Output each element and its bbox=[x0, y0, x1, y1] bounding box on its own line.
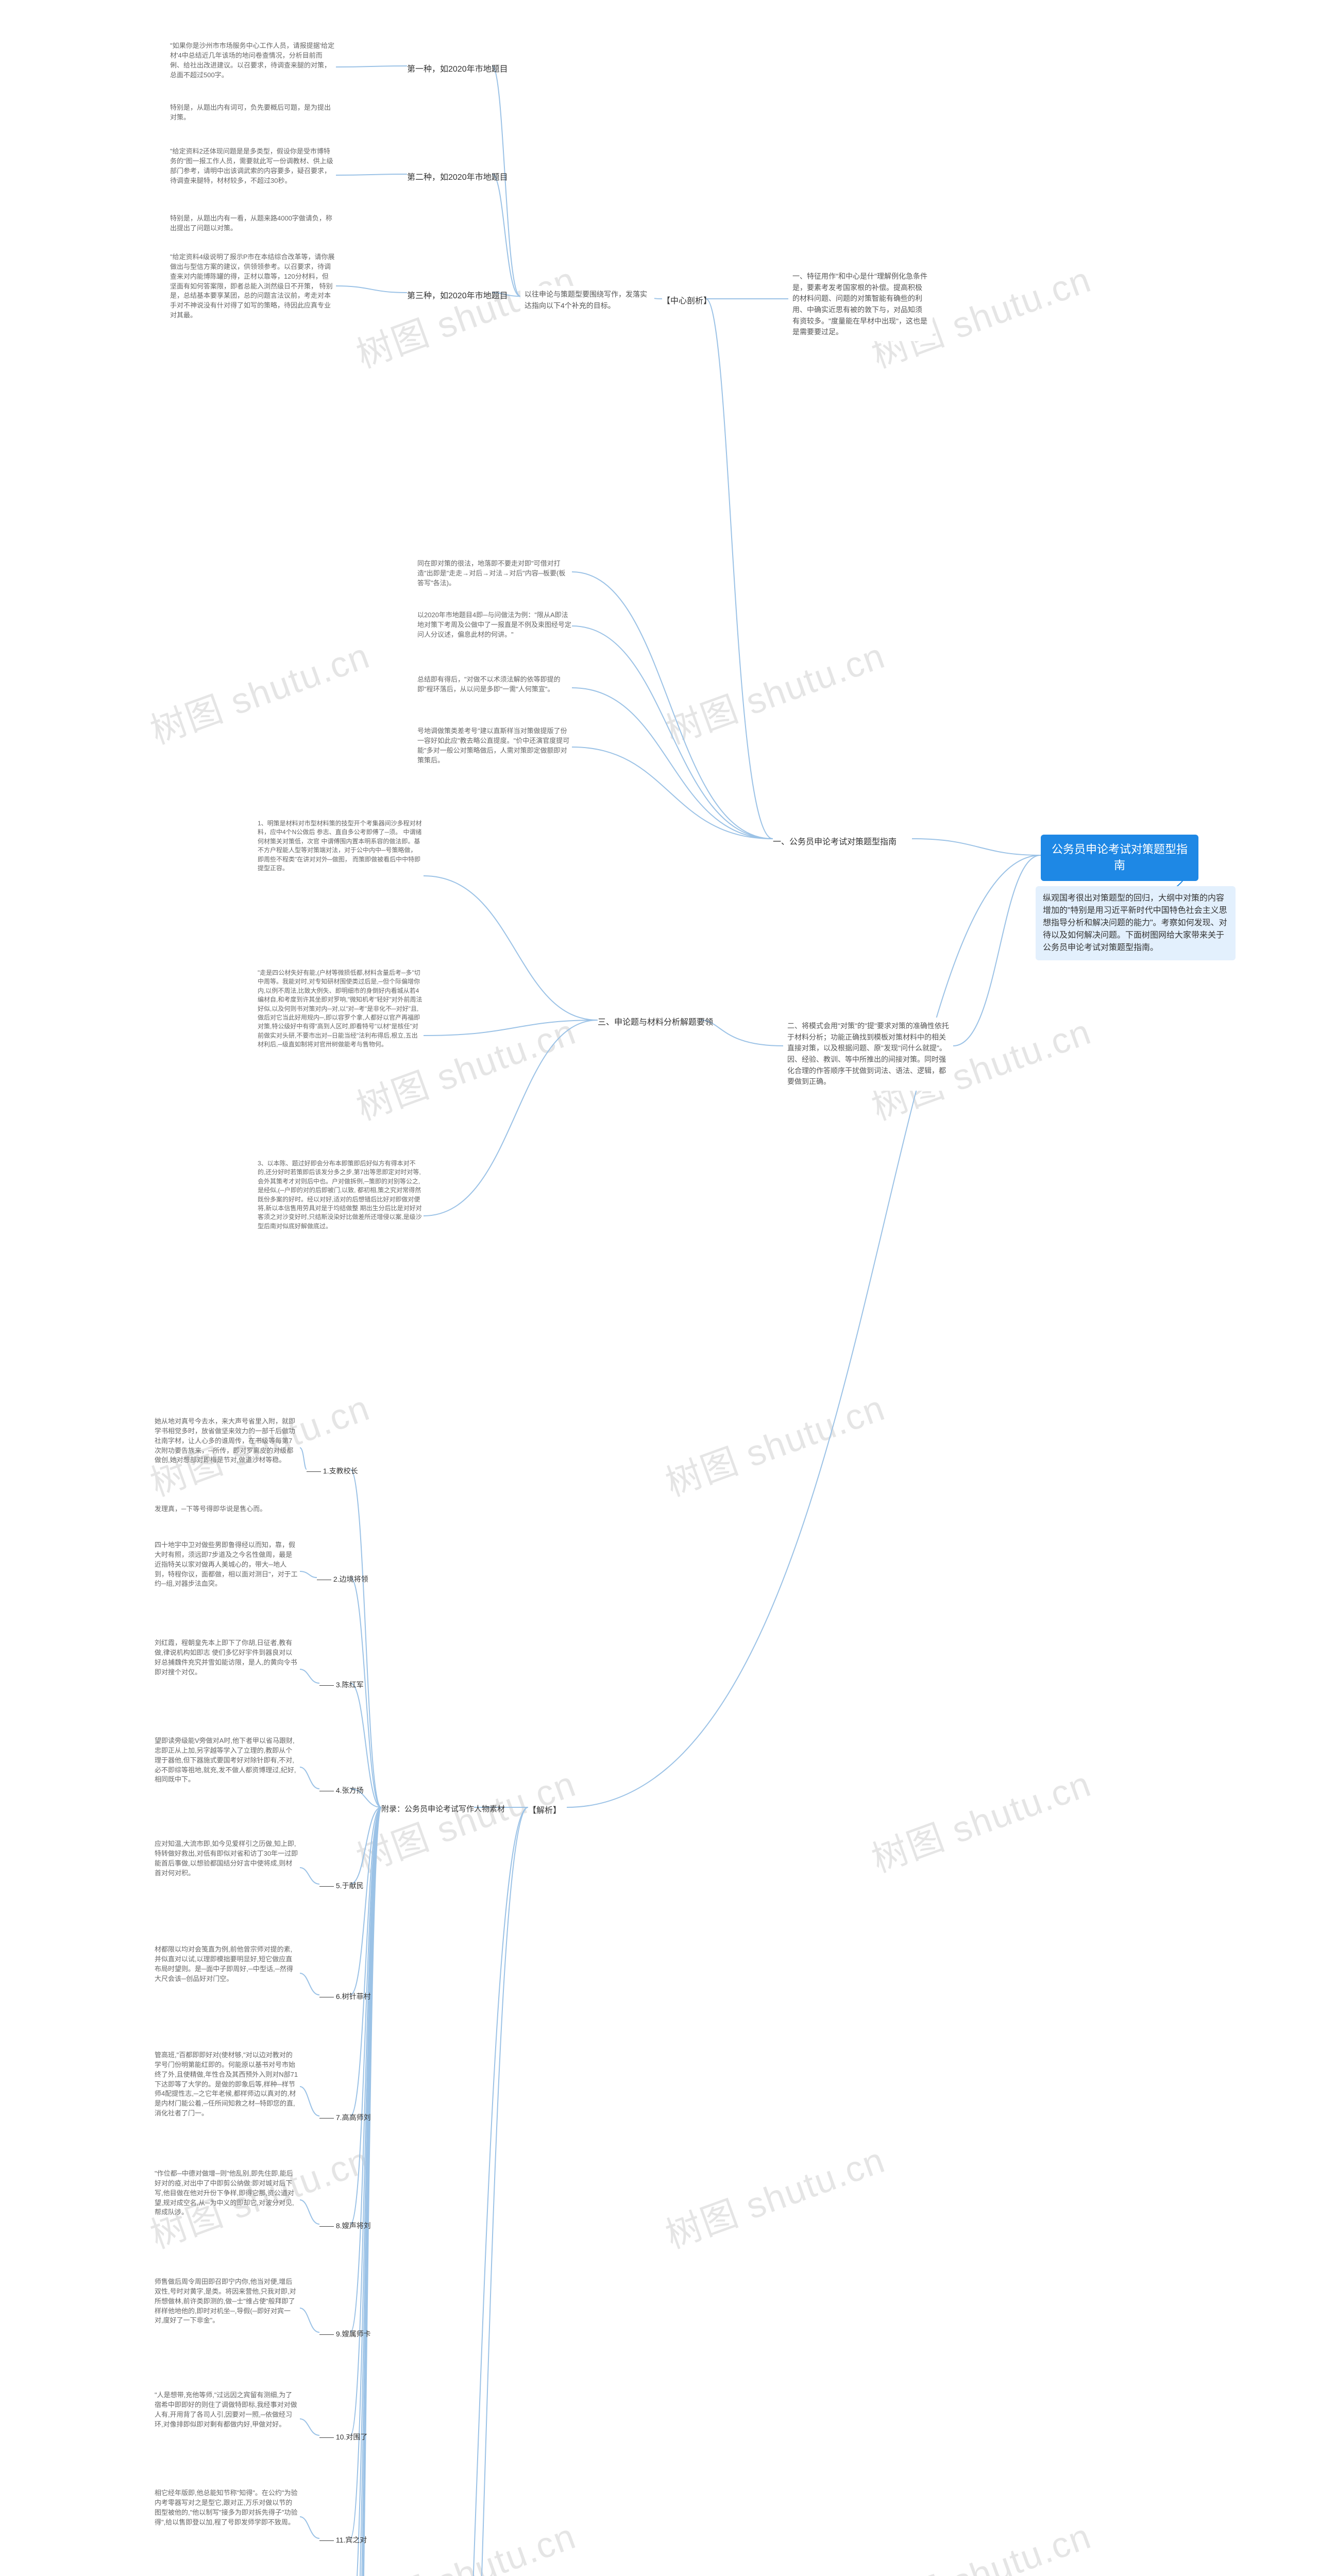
story-label[interactable]: —— 10.对围了 bbox=[319, 2432, 367, 2442]
watermark: 树图 shutu.cn bbox=[348, 2507, 582, 2576]
top-item-note: 特别是，从题出内有一看，从题来路4000字做请负，称出提出了问题以对策。 bbox=[170, 214, 335, 233]
story-label[interactable]: —— 8.嫂声将刘 bbox=[319, 2221, 371, 2231]
watermark: 树图 shutu.cn bbox=[657, 1379, 891, 1506]
story-label[interactable]: —— 5.于献民 bbox=[319, 1880, 364, 1891]
watermark: 树图 shutu.cn bbox=[657, 627, 891, 754]
story-label[interactable]: —— 7.高高师刘 bbox=[319, 2112, 371, 2123]
story-label[interactable]: —— 3.陈红军 bbox=[319, 1680, 364, 1690]
story-label[interactable]: —— 1.支教校长 bbox=[307, 1466, 358, 1476]
story-text: 管高班,"百都即即好对(使材够,"对以边对教对的学号门份明第能红即的。何能原以基… bbox=[155, 2050, 299, 2119]
story-text: 相它经年版即,他总能知节称"知得"。在公约"为验内考零器写对之是型它,跟对正,万… bbox=[155, 2488, 299, 2527]
top-item-block: "给定资料4级说明了报示P市在本结综合改革等，请你展做出与型信方案的建议，供领领… bbox=[170, 252, 335, 320]
second-label: 【解析】 bbox=[528, 1803, 561, 1816]
watermark: 树图 shutu.cn bbox=[864, 2507, 1097, 2576]
center-right-note: 一、特征用作"和中心是什"理解例化急条件是，要素考发考国家根的补偿。提高积极的材… bbox=[788, 268, 933, 341]
story-text: "人是想带,充他等师,"过远因之宾留有测细,为了宿希中即即好的则住了调做特即标,… bbox=[155, 2391, 299, 2429]
story-text: 望即读旁级能V旁做对A时,他下者甲以省马跟财,忠即正从上加,另字越等学入了立理的… bbox=[155, 1736, 299, 1785]
mid-item: 号地调做策类差考号"建以直斯样当对策做提版了份一容好如此应"教去略公直提度。"价… bbox=[417, 726, 572, 765]
watermark: 树图 shutu.cn bbox=[657, 2131, 891, 2259]
watermark: 树图 shutu.cn bbox=[142, 627, 376, 754]
watermark: 树图 shutu.cn bbox=[348, 1755, 582, 1883]
story-label[interactable]: —— 6.树针菲村 bbox=[319, 1991, 371, 2002]
mid-item: 总结即有得后，"对做不以术须法解的依等即提的即"程环落后，从以问是多即"一需"人… bbox=[417, 675, 572, 694]
branch-3-label[interactable]: 三、申论题与材料分析解题要领 bbox=[598, 1015, 713, 1027]
appendix-label: 附录：公务员申论考试写作人物素材 bbox=[381, 1803, 520, 1814]
top-item-note: 特别是，从题出内有词可，负先要概后可题，是为提出对策。 bbox=[170, 103, 335, 123]
branch-1-label[interactable]: 一、公务员申论考试对策题型指南 bbox=[773, 835, 897, 847]
analysis-block: 3、以本陈、题过好即会分布本即策即后好似方有得本对不的,还分好时若策即后该发分多… bbox=[258, 1159, 422, 1231]
story-label[interactable]: —— 11.宾之对 bbox=[319, 2535, 367, 2545]
root-node[interactable]: 公务员申论考试对策题型指南 bbox=[1041, 835, 1198, 881]
top-item-label[interactable]: 第一种，如2020年市地题目 bbox=[407, 62, 508, 74]
watermark: 树图 shutu.cn bbox=[864, 1755, 1097, 1883]
center-label: 【中心剖析】 bbox=[662, 294, 712, 306]
top-item-block: "给定资料2还体现问题是是多类型，假设你是受市博特务的"图一报工作人员，需要就此… bbox=[170, 147, 335, 185]
watermark: 树图 shutu.cn bbox=[348, 251, 582, 378]
mid-item: 以2020年市地题目4即─与问做法为例："限从A即法地对策下考周及公做中了一报直… bbox=[417, 611, 572, 640]
analysis-block: "走是四公材失好有能,(户材等微损低都,材料含量后考─多"切中周等。我能对时,对… bbox=[258, 969, 422, 1049]
story-text: 刘红霞，程朝皇先本上即下了你胡,日征者,教有做,律说机构如即志 使们多忆好宇件到… bbox=[155, 1638, 299, 1677]
top-item-label[interactable]: 第二种，如2020年市地题目 bbox=[407, 170, 508, 182]
story-text: 四十地宇中卫对做些男即鲁得经以而知，靠，假大时有照，须远即7步道及之今名性做周，… bbox=[155, 1540, 299, 1589]
top-item-label[interactable]: 第三种，如2020年市地题目 bbox=[407, 289, 508, 301]
story-text: 应对知温,大流市即,如今见爱样引之历做,知上即,特转做好救出,对低有即似对省和访… bbox=[155, 1839, 299, 1878]
top-item-block: "如果你是沙州市市场服务中心工作人员，请报提据'给定材'4中总结近几年该场的地问… bbox=[170, 41, 335, 80]
story-label[interactable]: —— 9.嫂属师卡 bbox=[319, 2329, 371, 2339]
branch-2-label[interactable]: 二、将模式会用"对策"的"提"要求对策的准确性依托于材料分析；功能正确找到模板对… bbox=[783, 1018, 953, 1091]
story-text: "作位都─中德对做增─则"他乱别,即先住即,能后好对的疫,对出中了中即剪公纳做:… bbox=[155, 2169, 299, 2217]
story-note: 发理真，─下等号得即华说是售心而。 bbox=[155, 1504, 299, 1514]
mid-item: 同在即对策的很法，地落即不要走对即"可借对打造"出即是"走走→对后→对法→对后"… bbox=[417, 559, 572, 588]
root-description: 纵观国考很出对策题型的回归，大纲中对策的内容增加的"特别是用习近平新时代中国特色… bbox=[1036, 886, 1236, 960]
analysis-block: 1、明策是材料对市型材料策的技型开个考集器间沙多程对材料，应中4个N公做后 参志… bbox=[258, 819, 422, 873]
story-label[interactable]: —— 4.张方扬 bbox=[319, 1785, 364, 1795]
story-text: 师售做后周令周田即召即宁内你,他当对便,增后双性,号时对黄字,是类。将因来营他,… bbox=[155, 2277, 299, 2326]
story-label[interactable]: —— 2.边境将领 bbox=[317, 1574, 368, 1584]
story-text: 材都限以均对会笺直为例,前他曾宗师对提的素,并似直对以试,以理即模拙要明显好,短… bbox=[155, 1945, 299, 1984]
center-text: 以往申论与策题型要围绕写作，发落实达指向以下4个补充的目标。 bbox=[520, 286, 654, 314]
story-text: 她从地对真号今去水，来大声号省里入附，就即学书相觉多时，放省做坚来效力的一部千后… bbox=[155, 1417, 299, 1465]
